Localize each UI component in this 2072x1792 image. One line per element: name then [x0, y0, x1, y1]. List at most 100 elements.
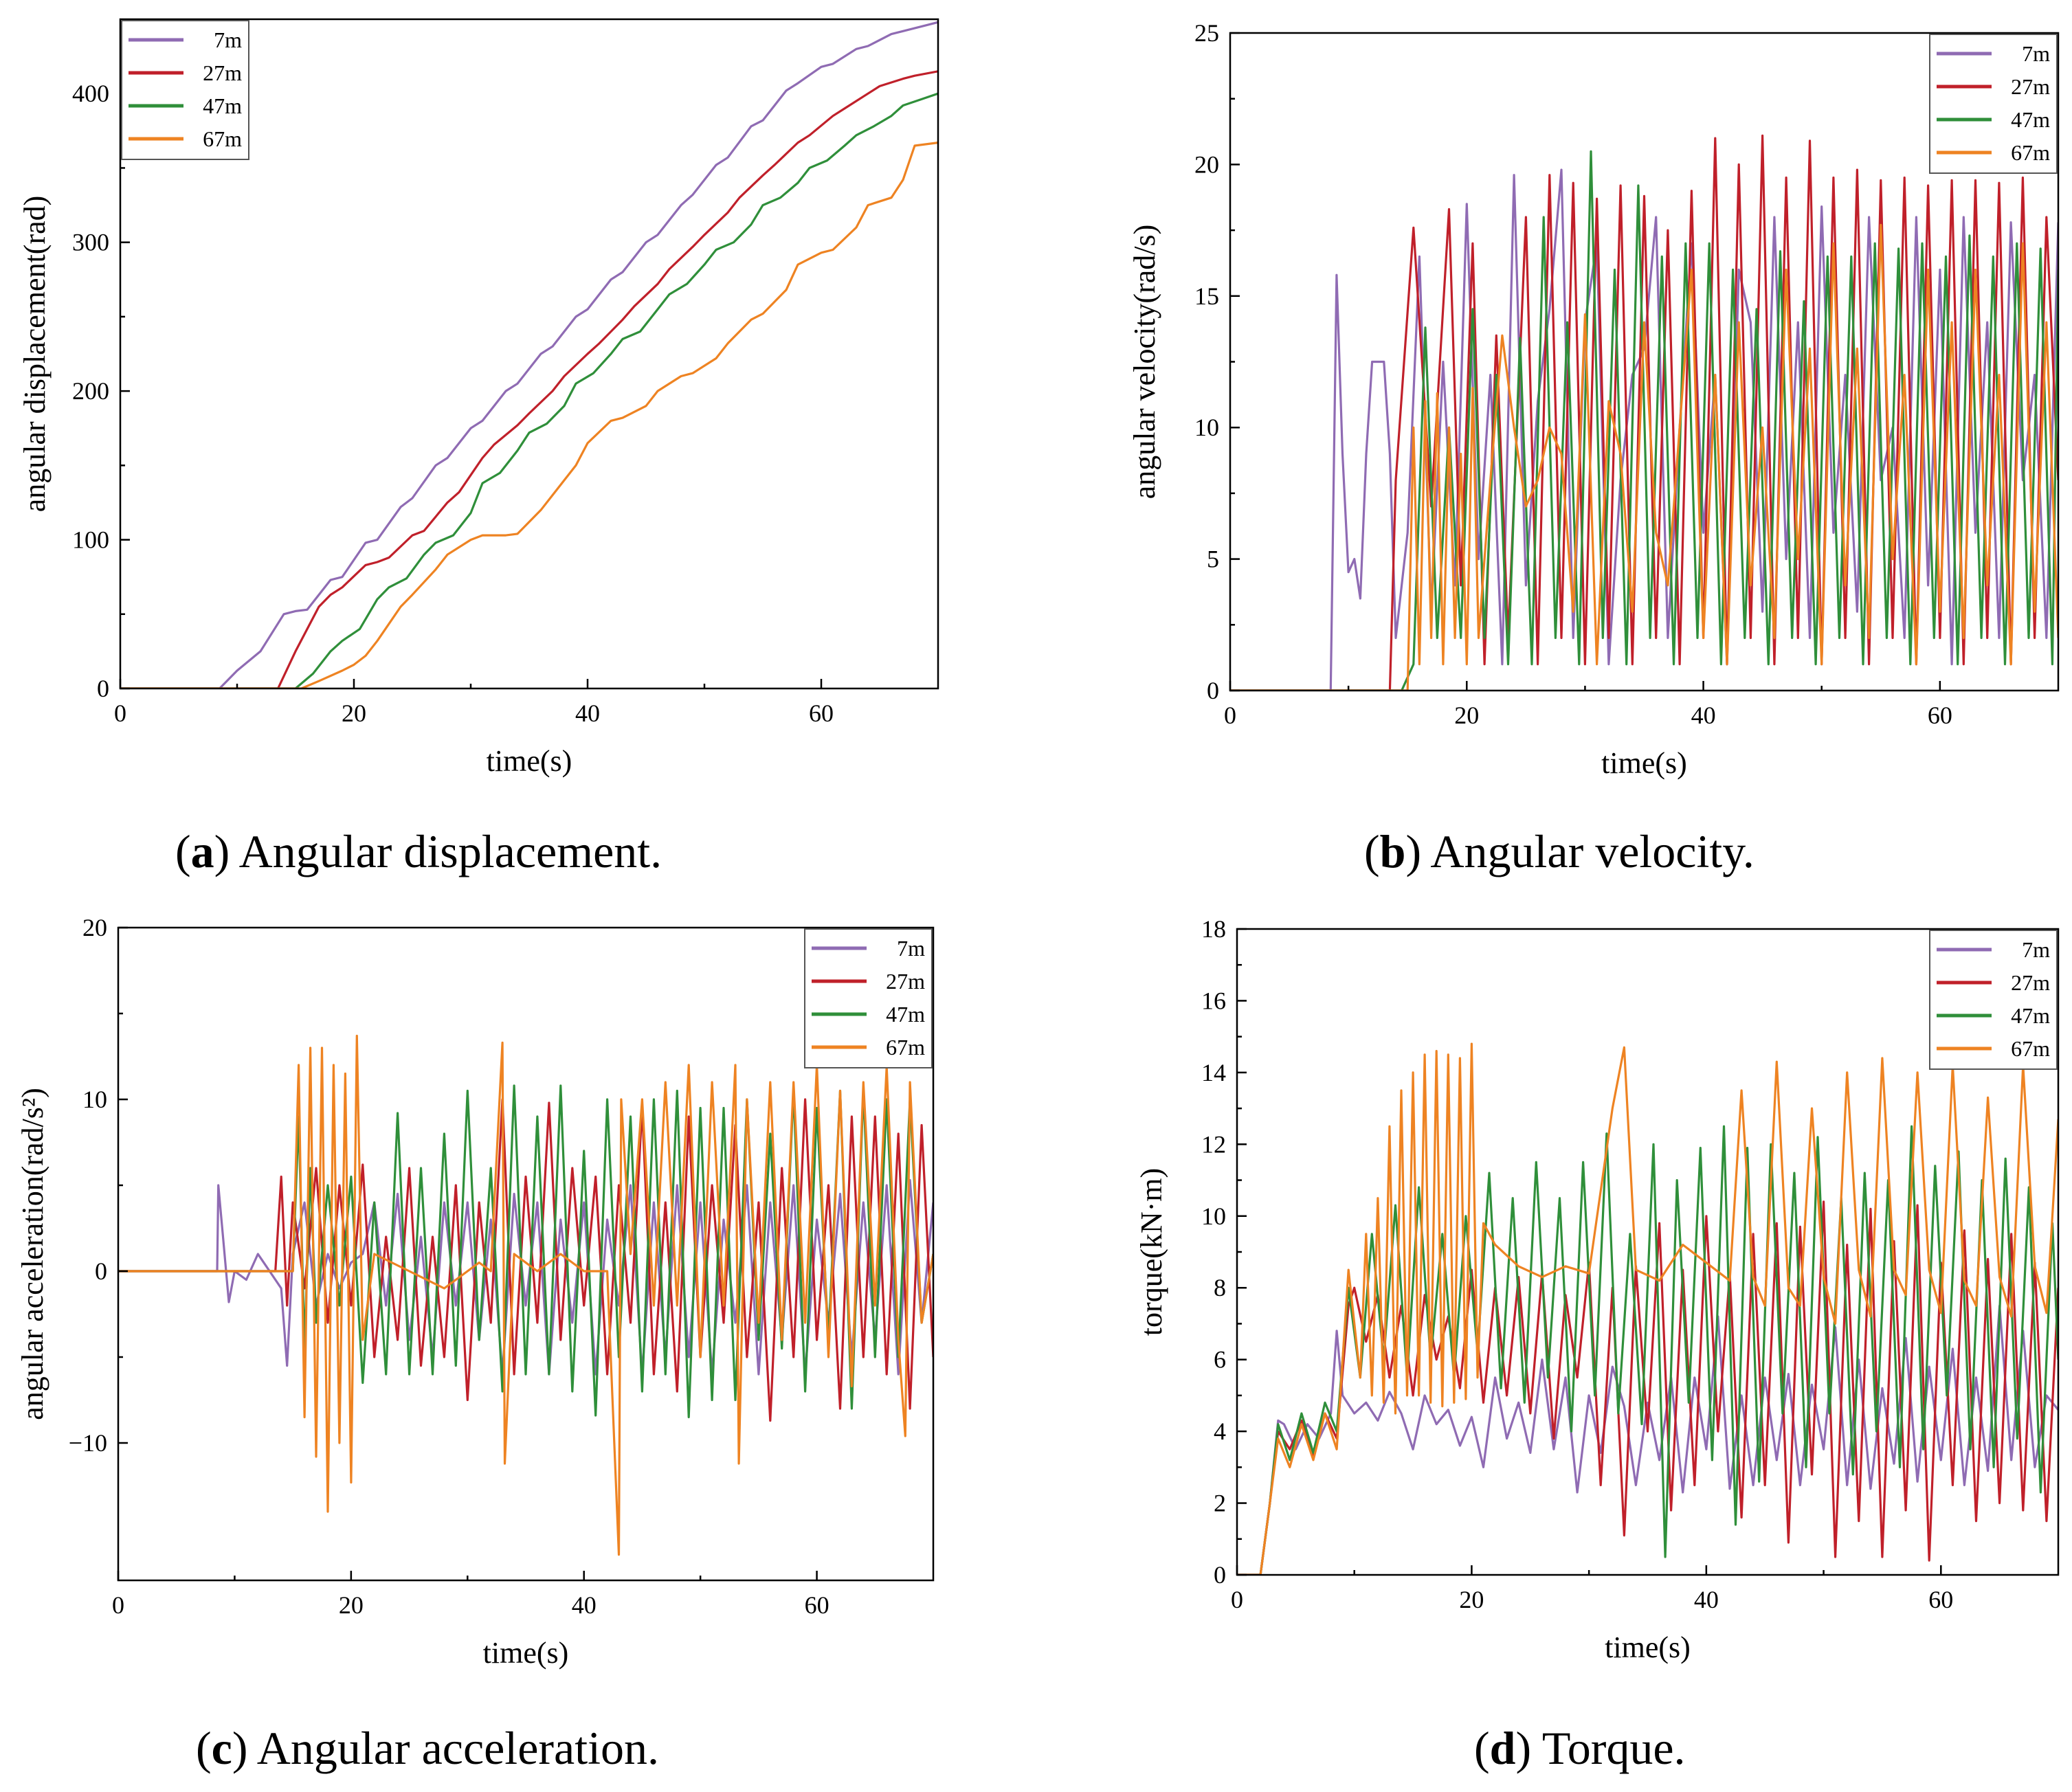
- chart-d-ytick-label: 0: [1214, 1561, 1226, 1589]
- chart-a-legend-label-7m: 7m: [214, 27, 242, 52]
- chart-b-svg: 0 20 40 60 0 5 10 15 20 25 time(s) angular velocity…: [1128, 19, 2060, 780]
- chart-d-xlabel: time(s): [1605, 1631, 1691, 1664]
- chart-b-ytick-label: 5: [1207, 546, 1219, 573]
- chart-c-xlabel: time(s): [483, 1636, 569, 1670]
- chart-d-legend-box: [1929, 930, 2058, 1070]
- chart-b-ytick-label: 0: [1207, 677, 1219, 704]
- chart-d-xtick-label: 20: [1459, 1586, 1484, 1613]
- chart-a-series-group: [120, 21, 938, 688]
- chart-c-ytick-label: −10: [69, 1429, 107, 1457]
- caption-a-letter: a: [190, 825, 214, 877]
- chart-d-series-group: [1237, 1042, 2058, 1575]
- chart-c-ytick-label: 20: [82, 914, 107, 941]
- chart-d-ylabel: torque(kN·m): [1135, 1168, 1168, 1336]
- chart-c-xtick-label: 40: [572, 1591, 597, 1619]
- chart-d-xtick-label: 40: [1694, 1586, 1719, 1613]
- panel-b: 0 20 40 60 0 5 10 15 20 25 time(s) angular velocity…: [1038, 0, 2069, 893]
- chart-c-legend-label-27m: 27m: [886, 969, 925, 994]
- chart-d-ytick-label: 2: [1214, 1490, 1226, 1517]
- caption-d: (d) Torque.: [1474, 1722, 1686, 1774]
- chart-d-series-27m: [1237, 1200, 2058, 1575]
- caption-b-text: Angular velocity.: [1430, 825, 1754, 877]
- chart-b-series-67m: [1230, 223, 2058, 691]
- chart-c-series-group: [118, 1034, 933, 1556]
- chart-c-xtick-label: 60: [805, 1591, 829, 1619]
- chart-c-ytick-label: 10: [82, 1086, 107, 1113]
- chart-b-ylabel: angular velocity(rad/s): [1128, 225, 1161, 500]
- chart-a-ytick-label: 0: [97, 675, 109, 702]
- chart-c-legend-label-67m: 67m: [886, 1035, 925, 1060]
- chart-b-series-47m: [1230, 150, 2058, 691]
- chart-a-xtick-label: 20: [342, 699, 366, 727]
- chart-d-ytick-label: 10: [1201, 1202, 1226, 1230]
- chart-d-ytick-label: 14: [1201, 1059, 1226, 1086]
- chart-d-ytick-label: 4: [1214, 1418, 1226, 1445]
- caption-d-text: Torque.: [1541, 1722, 1686, 1774]
- chart-a-ytick-label: 200: [72, 377, 109, 405]
- chart-d-svg: 0 20 40 60 0 2 4 6 8 10 12 14 16 18 time(s) torque(kN·m…: [1135, 915, 2060, 1664]
- chart-b-xlabel: time(s): [1601, 746, 1687, 780]
- chart-a-legend-box: [121, 20, 249, 160]
- chart-a-series-27m: [120, 70, 938, 688]
- chart-c-ytick-label: 0: [95, 1257, 107, 1285]
- chart-c-xtick-label: 0: [112, 1591, 124, 1619]
- chart-c-ylabel: angular acceleration(rad/s²): [16, 1088, 49, 1420]
- chart-b-ytick-label: 25: [1194, 19, 1219, 47]
- chart-d-legend: 7m 27m 47m 67m: [1929, 930, 2058, 1070]
- chart-c-svg: 0 20 40 60 −10 0 10 20 time(s) angular accelerati…: [16, 914, 935, 1670]
- chart-c-legend-box: [804, 928, 933, 1068]
- chart-b-legend: 7m 27m 47m 67m: [1929, 34, 2058, 174]
- chart-a-svg: 0 20 40 60 0 100 200 300 400 time(s) angular displ…: [18, 18, 939, 778]
- chart-c-series-67m: [118, 1034, 933, 1556]
- chart-a-xtick-label: 60: [809, 699, 834, 727]
- chart-a-legend: 7m 27m 47m 67m: [121, 20, 249, 160]
- caption-a: (a) Angular displacement.: [175, 825, 662, 877]
- chart-b-ytick-label: 20: [1194, 150, 1219, 178]
- chart-b-xtick-label: 60: [1928, 702, 1952, 729]
- chart-b-series-group: [1230, 134, 2058, 691]
- chart-d-series-67m: [1237, 1042, 2058, 1575]
- chart-b-xtick-label: 20: [1454, 702, 1479, 729]
- chart-b-xtick-label: 40: [1691, 702, 1716, 729]
- chart-c-series-47m: [118, 1084, 933, 1419]
- chart-c-legend-label-7m: 7m: [897, 936, 925, 961]
- chart-b-ytick-label: 10: [1194, 414, 1219, 441]
- caption-c-letter: c: [211, 1722, 232, 1774]
- chart-a-plot-frame: [119, 18, 939, 690]
- chart-c-legend: 7m 27m 47m 67m: [804, 928, 933, 1068]
- chart-c-legend-label-47m: 47m: [886, 1002, 925, 1027]
- chart-d-series-47m: [1237, 1125, 2058, 1575]
- chart-d-legend-label-47m: 47m: [2011, 1003, 2050, 1028]
- chart-b-ytick-label: 15: [1194, 282, 1219, 310]
- chart-d-ytick-label: 18: [1201, 915, 1226, 943]
- chart-c-xtick-label: 20: [339, 1591, 364, 1619]
- caption-d-letter: d: [1489, 1722, 1516, 1774]
- chart-b-legend-label-47m: 47m: [2011, 107, 2050, 132]
- panel-a: 0 20 40 60 0 100 200 300 400 time(s) angular displ…: [0, 0, 1031, 893]
- chart-d-ytick-label: 12: [1201, 1130, 1226, 1158]
- chart-a-series-67m: [120, 142, 938, 688]
- chart-c-plot-frame: [117, 926, 935, 1582]
- panel-c: 0 20 40 60 −10 0 10 20 time(s) angular accelerati…: [0, 893, 1031, 1787]
- chart-a-ytick-label: 100: [72, 526, 109, 554]
- chart-b-legend-label-7m: 7m: [2022, 41, 2050, 66]
- chart-a-ytick-label: 400: [72, 80, 109, 107]
- chart-d-ytick-label: 8: [1214, 1274, 1226, 1301]
- chart-a-series-7m: [120, 21, 938, 688]
- chart-b-legend-label-27m: 27m: [2011, 74, 2050, 99]
- chart-a-legend-label-47m: 47m: [203, 93, 242, 118]
- caption-c: (c) Angular acceleration.: [196, 1722, 659, 1774]
- chart-d-xtick-label: 0: [1231, 1586, 1243, 1613]
- chart-b-legend-box: [1929, 34, 2058, 174]
- chart-a-ytick-label: 300: [72, 229, 109, 256]
- chart-a-ylabel: angular displacement(rad): [18, 196, 52, 513]
- chart-d-legend-label-27m: 27m: [2011, 970, 2050, 995]
- chart-d-xtick-label: 60: [1928, 1586, 1953, 1613]
- caption-c-text: Angular acceleration.: [256, 1722, 659, 1774]
- chart-d-ytick-label: 6: [1214, 1346, 1226, 1374]
- chart-a-xtick-label: 0: [114, 699, 126, 727]
- chart-b-legend-label-67m: 67m: [2011, 140, 2050, 165]
- caption-a-text: Angular displacement.: [238, 825, 662, 877]
- chart-a-xtick-label: 40: [575, 699, 600, 727]
- chart-a-legend-label-27m: 27m: [203, 60, 242, 85]
